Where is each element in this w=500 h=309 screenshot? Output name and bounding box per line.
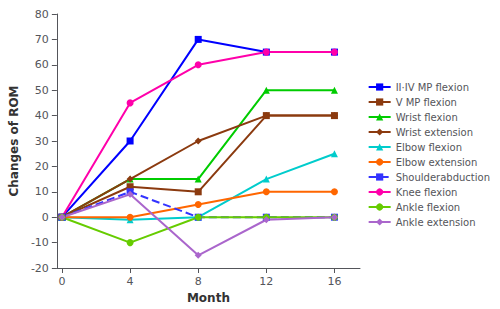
svg-text:Wrist flexion: Wrist flexion (396, 112, 458, 123)
svg-text:II·IV MP flexion: II·IV MP flexion (396, 82, 469, 93)
svg-text:70: 70 (35, 33, 49, 46)
svg-text:0: 0 (42, 211, 49, 224)
svg-text:-20: -20 (31, 262, 49, 275)
svg-text:10: 10 (35, 185, 49, 198)
svg-text:60: 60 (35, 58, 49, 71)
svg-text:0: 0 (58, 275, 65, 288)
svg-text:4: 4 (127, 275, 134, 288)
svg-text:V MP flexion: V MP flexion (396, 97, 457, 108)
svg-text:Ankle flexion: Ankle flexion (396, 202, 461, 213)
svg-text:Shoulderabduction: Shoulderabduction (396, 172, 490, 183)
svg-text:20: 20 (35, 160, 49, 173)
svg-text:Ankle extension: Ankle extension (396, 217, 476, 228)
svg-text:Elbow extension: Elbow extension (396, 157, 478, 168)
svg-text:Month: Month (187, 291, 230, 305)
svg-text:30: 30 (35, 135, 49, 148)
svg-text:Changes of ROM: Changes of ROM (7, 85, 21, 196)
svg-text:16: 16 (327, 275, 341, 288)
svg-text:80: 80 (35, 8, 49, 21)
svg-text:Wrist extension: Wrist extension (396, 127, 473, 138)
svg-text:8: 8 (195, 275, 202, 288)
svg-text:-10: -10 (31, 236, 49, 249)
svg-text:40: 40 (35, 109, 49, 122)
svg-text:Knee flexion: Knee flexion (396, 187, 458, 198)
svg-text:Elbow flexion: Elbow flexion (396, 142, 462, 153)
svg-text:12: 12 (259, 275, 273, 288)
svg-text:50: 50 (35, 84, 49, 97)
